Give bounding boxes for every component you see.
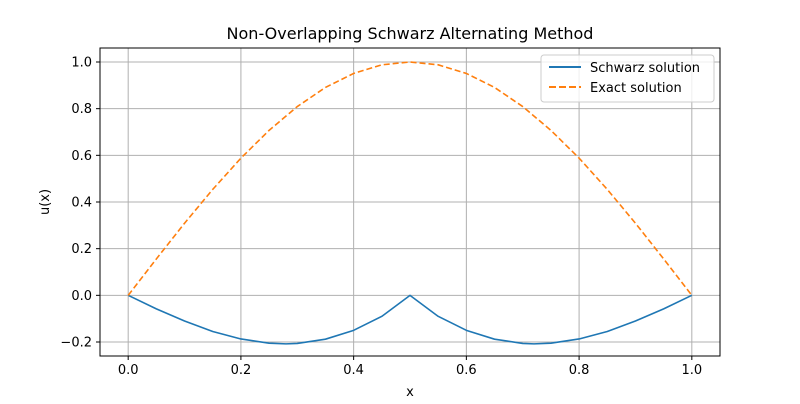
legend-label-schwarz: Schwarz solution: [590, 61, 700, 76]
y-tick-label: 0.4: [71, 196, 92, 211]
y-tick-label: −0.2: [60, 336, 92, 351]
x-tick-label: 0.4: [343, 363, 364, 378]
legend-label-exact: Exact solution: [590, 81, 682, 96]
x-tick-label: 0.8: [569, 363, 590, 378]
schwarz-solution-line: [127, 294, 693, 345]
x-tick-label: 0.6: [456, 363, 477, 378]
exact-solution-line: [127, 61, 693, 296]
ticks: 0.0 0.2 0.4 0.6 0.8 1.0 −0.2 0.0 0.2 0.4 0.6 0.8 1.0: [60, 56, 702, 379]
series-layer: [127, 61, 693, 345]
chart-title: Non-Overlapping Schwarz Alternating Meth…: [227, 24, 594, 43]
x-tick-label: 0.2: [231, 363, 252, 378]
legend: Schwarz solution Exact solution: [540, 54, 715, 103]
x-axis-label: x: [406, 385, 414, 400]
y-tick-label: 0.2: [71, 242, 92, 257]
y-tick-label: 0.0: [71, 289, 92, 304]
y-tick-label: 0.8: [71, 102, 92, 117]
y-axis-label: u(x): [38, 189, 53, 215]
x-tick-label: 0.0: [118, 363, 139, 378]
legend-box: [540, 54, 715, 103]
y-tick-label: 0.6: [71, 149, 92, 164]
x-tick-label: 1.0: [681, 363, 702, 378]
y-tick-label: 1.0: [71, 56, 92, 71]
